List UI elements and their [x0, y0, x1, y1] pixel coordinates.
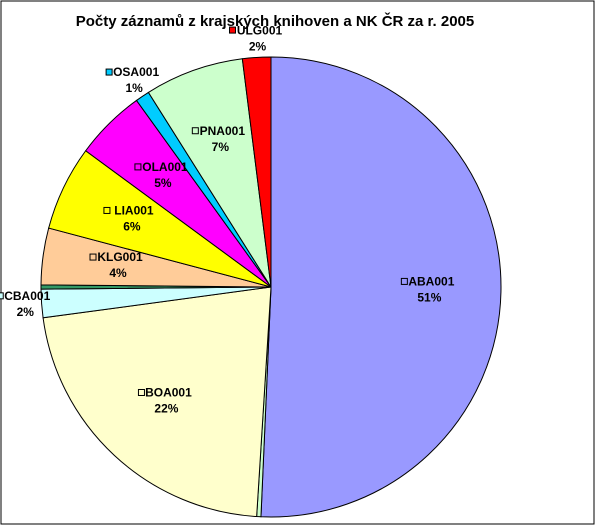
- pie-slice: [241, 56, 272, 288]
- slice-label: CBA001: [4, 289, 50, 303]
- label-key: [105, 68, 113, 76]
- slice-label: OLA001: [142, 160, 188, 174]
- value-label: 2%: [17, 305, 35, 319]
- value-label: 4%: [109, 266, 127, 280]
- slice-label: OSA001: [113, 65, 159, 79]
- value-label: 22%: [154, 402, 178, 416]
- slice-label: LIA001: [114, 204, 154, 218]
- slice-label: BOA001: [145, 386, 192, 400]
- value-label: 6%: [123, 220, 141, 234]
- value-label: 7%: [212, 140, 230, 154]
- chart-title: Počty záznamů z krajských knihoven a NK …: [76, 12, 475, 30]
- label-key: [89, 253, 97, 261]
- label-key: [228, 26, 236, 34]
- slice-label: KLG001: [97, 250, 143, 264]
- value-label: 51%: [417, 291, 441, 305]
- pie-slice: [260, 56, 502, 518]
- label-key: [134, 163, 142, 171]
- label-key: [0, 292, 4, 300]
- label-key: [191, 127, 199, 135]
- value-label: 1%: [125, 81, 143, 95]
- slice-label: ULG001: [237, 23, 283, 37]
- label-key: [103, 206, 111, 214]
- value-label: 2%: [249, 39, 267, 53]
- slice-label: PNA001: [200, 124, 246, 138]
- label-key: [400, 277, 408, 285]
- pie-slice: [42, 286, 272, 518]
- slice-label: ABA001: [408, 275, 454, 289]
- value-label: 5%: [154, 176, 172, 190]
- label-key: [137, 388, 145, 396]
